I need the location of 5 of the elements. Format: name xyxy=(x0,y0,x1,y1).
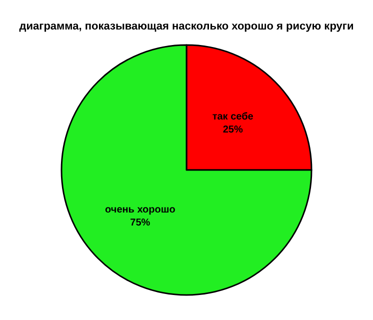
data-label: 75% xyxy=(130,217,150,228)
data-label: 25% xyxy=(222,124,243,136)
slice-label: очень хорошо xyxy=(105,204,176,216)
slice-label: так себе xyxy=(212,112,254,123)
chart-title: диаграмма, показывающая насколько хорошо я рисую круги xyxy=(19,20,354,32)
